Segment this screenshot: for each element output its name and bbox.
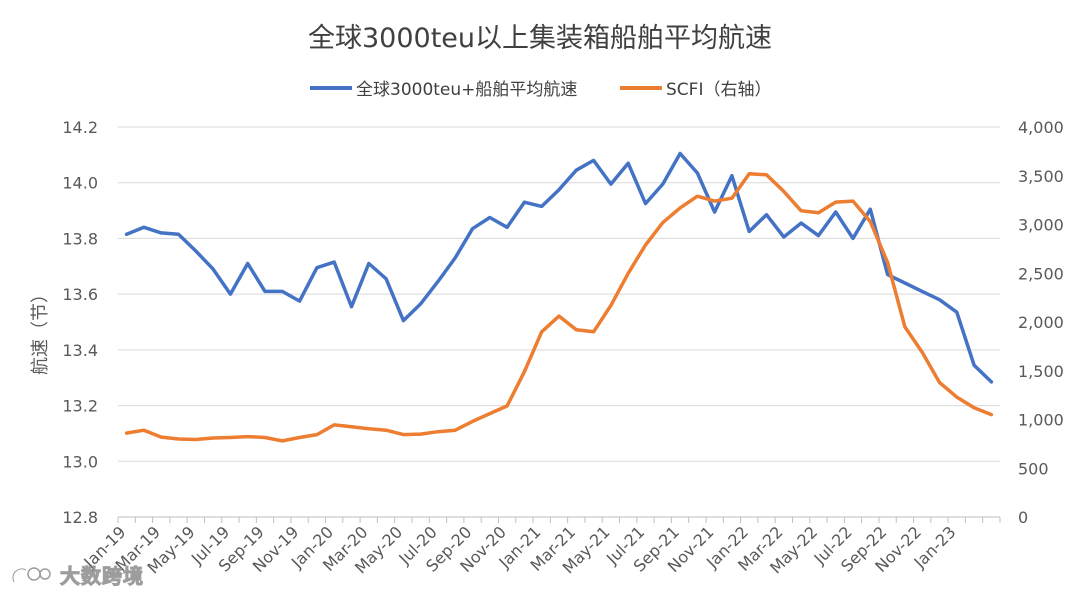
y-tick-label: 12.8: [62, 508, 98, 527]
series: [124, 151, 994, 443]
y-tick-label: 13.0: [62, 452, 98, 471]
y-tick-label: 13.2: [62, 397, 98, 416]
y-tick-label: 13.6: [62, 285, 98, 304]
y2-tick-label: 1,000: [1018, 411, 1064, 430]
y2-tick-label: 3,500: [1018, 167, 1064, 186]
watermark: 大数跨境: [8, 560, 144, 589]
y-tick-label: 13.4: [62, 341, 98, 360]
dsb-logo-icon: [11, 566, 51, 583]
y2-tick-label: 2,500: [1018, 264, 1064, 283]
y2-tick-label: 500: [1018, 459, 1049, 478]
legend: 全球3000teu+船舶平均航速 SCFI（右轴）: [310, 80, 771, 100]
gridlines: [118, 126, 1000, 462]
y2-tick-label: 3,000: [1018, 216, 1064, 235]
chart-title: 全球3000teu以上集装箱船舶平均航速: [308, 23, 772, 54]
y-tick-label: 13.8: [62, 229, 98, 248]
legend-label-scfi: SCFI（右轴）: [666, 80, 771, 100]
series-line-scfi: [124, 172, 994, 443]
watermark-text: 大数跨境: [60, 564, 144, 589]
y-tick-label: 14.0: [62, 174, 98, 193]
series-line-speed: [124, 151, 994, 384]
y2-tick-label: 4,000: [1018, 118, 1064, 137]
y-tick-label: 14.2: [62, 118, 98, 137]
y2-tick-label: 1,500: [1018, 362, 1064, 381]
y2-tick-label: 2,000: [1018, 313, 1064, 332]
legend-label-speed: 全球3000teu+船舶平均航速: [356, 80, 577, 100]
y2-tick-label: 0: [1018, 508, 1028, 527]
y-axis-label: 航速（节）: [30, 285, 51, 375]
